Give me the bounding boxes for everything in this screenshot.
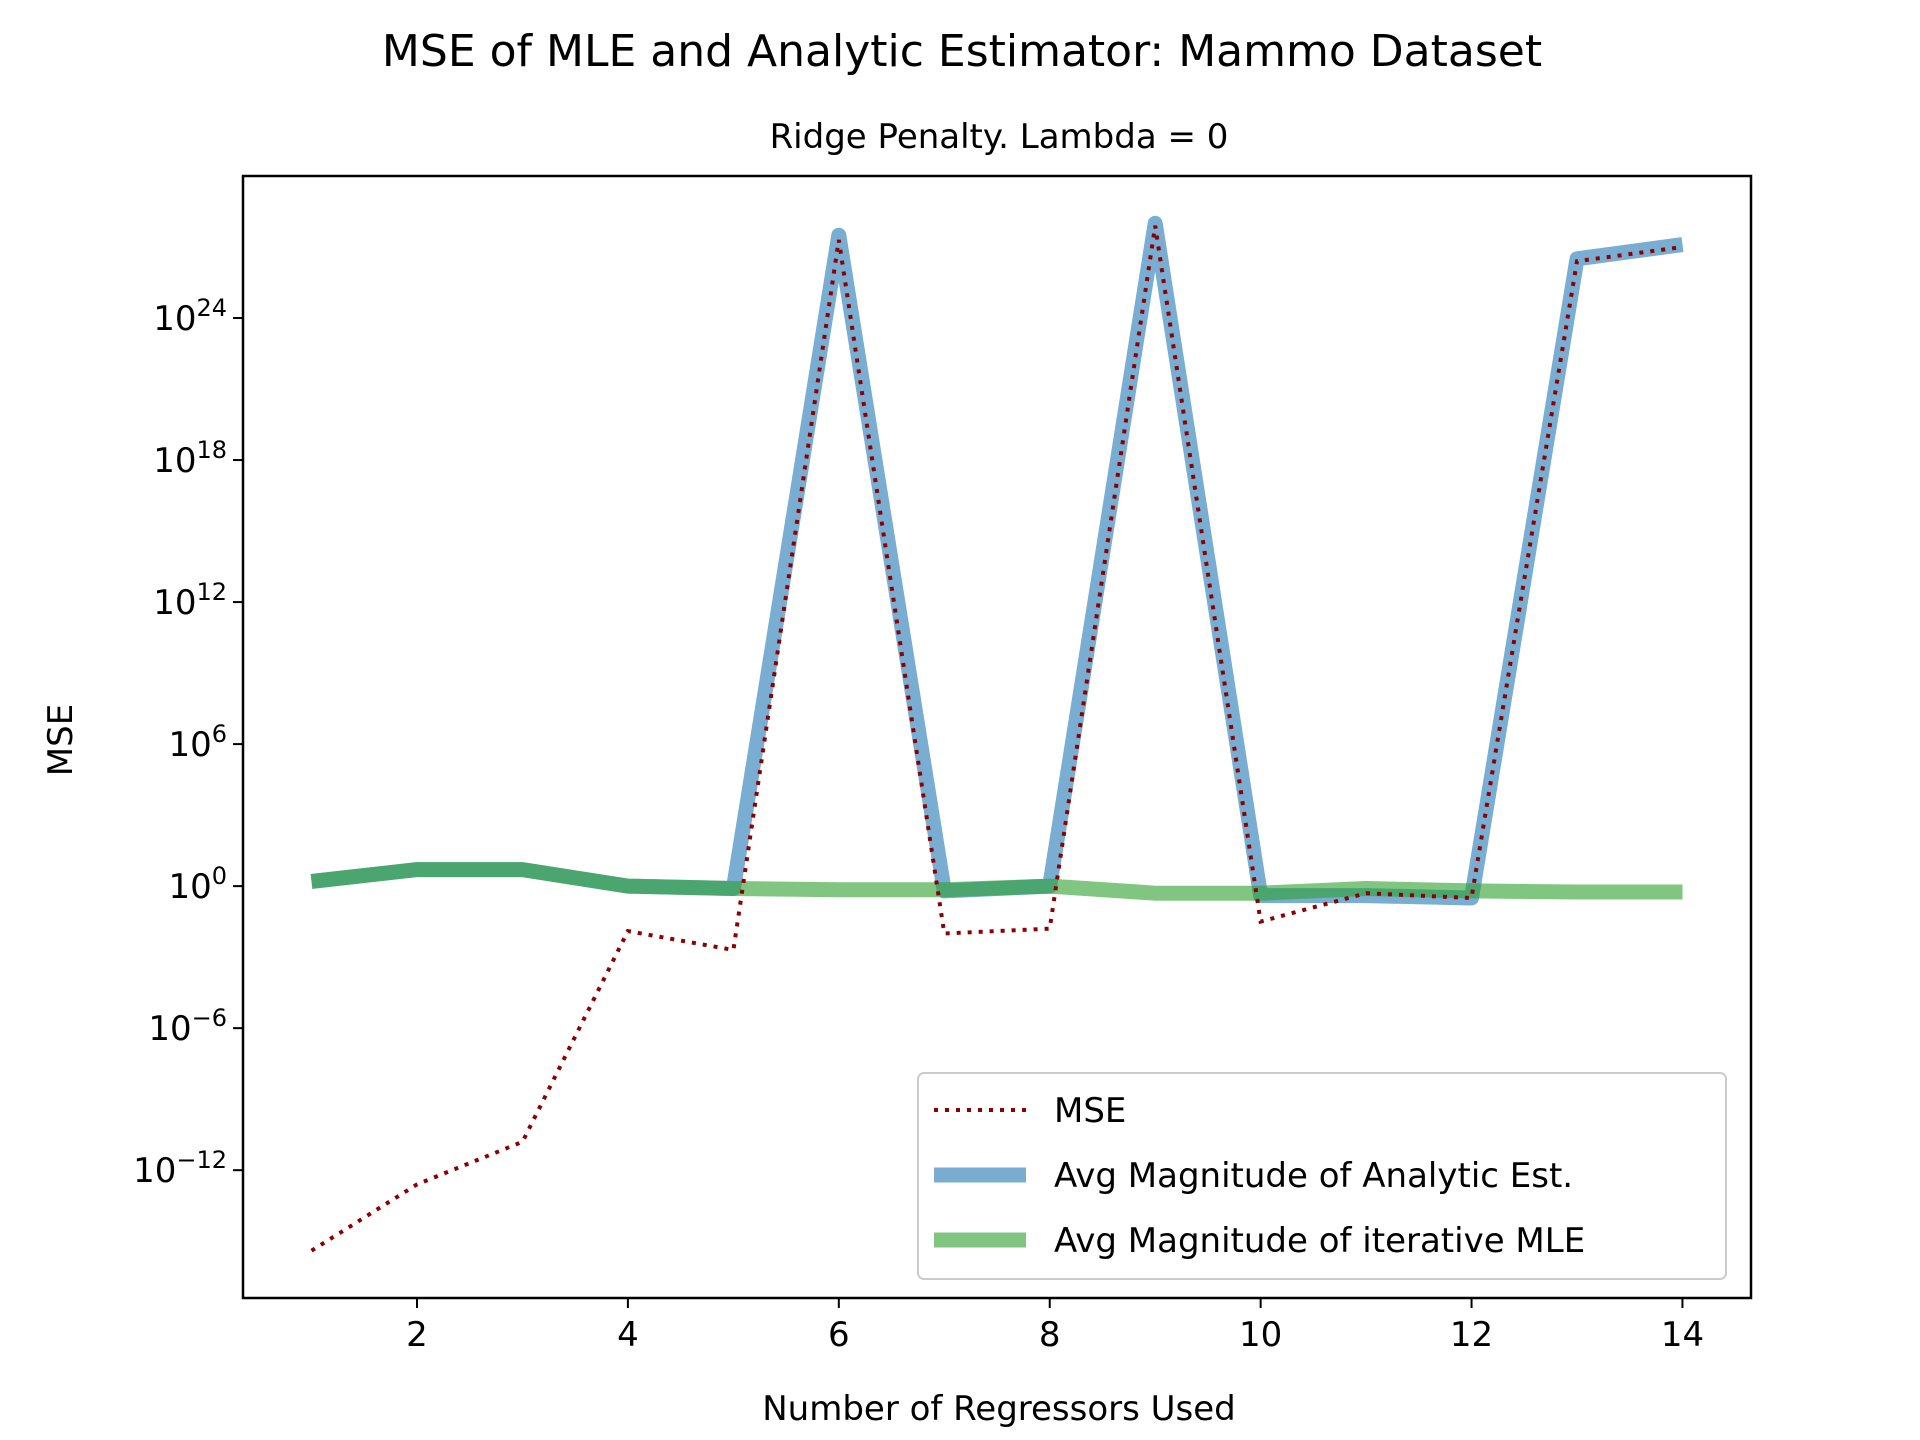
series-line-avg-magnitude-of-analytic-est — [310, 215, 1684, 906]
y-tick-label: 10−6 — [148, 1004, 227, 1049]
plot-frame — [241, 174, 1753, 1300]
series-line-mse — [310, 225, 1683, 1253]
chart-title: MSE of MLE and Analytic Estimator: Mammo… — [382, 26, 1542, 77]
y-tick-label: 10−12 — [133, 1146, 227, 1191]
x-tick-label: 8 — [1039, 1315, 1061, 1355]
y-tick-label: 100 — [168, 862, 227, 907]
x-tick-label: 6 — [828, 1315, 850, 1355]
x-tick-label: 2 — [406, 1315, 428, 1355]
y-tick-label: 1012 — [153, 578, 227, 623]
legend-label: Avg Magnitude of Analytic Est. — [1054, 1156, 1573, 1196]
legend-label: Avg Magnitude of iterative MLE — [1054, 1221, 1585, 1261]
x-axis-label: Number of Regressors Used — [762, 1389, 1236, 1429]
legend-box — [917, 1072, 1727, 1280]
x-tick-label: 4 — [617, 1315, 639, 1355]
x-tick-label: 14 — [1661, 1315, 1704, 1355]
y-tick-label: 106 — [168, 720, 227, 765]
x-tick-label: 10 — [1239, 1315, 1282, 1355]
series-line-avg-magnitude-of-iterative-mle — [310, 862, 1683, 901]
y-tick-label: 1018 — [153, 436, 227, 481]
y-axis-label: MSE — [41, 704, 81, 776]
y-tick-label: 1024 — [153, 294, 227, 339]
plot-area — [310, 215, 1684, 1253]
legend: MSE Avg Magnitude of Analytic Est. Avg Mag… — [917, 1072, 1727, 1280]
chart-subtitle: Ridge Penalty. Lambda = 0 — [770, 117, 1229, 157]
legend-label: MSE — [1054, 1091, 1126, 1131]
x-tick-label: 12 — [1450, 1315, 1493, 1355]
